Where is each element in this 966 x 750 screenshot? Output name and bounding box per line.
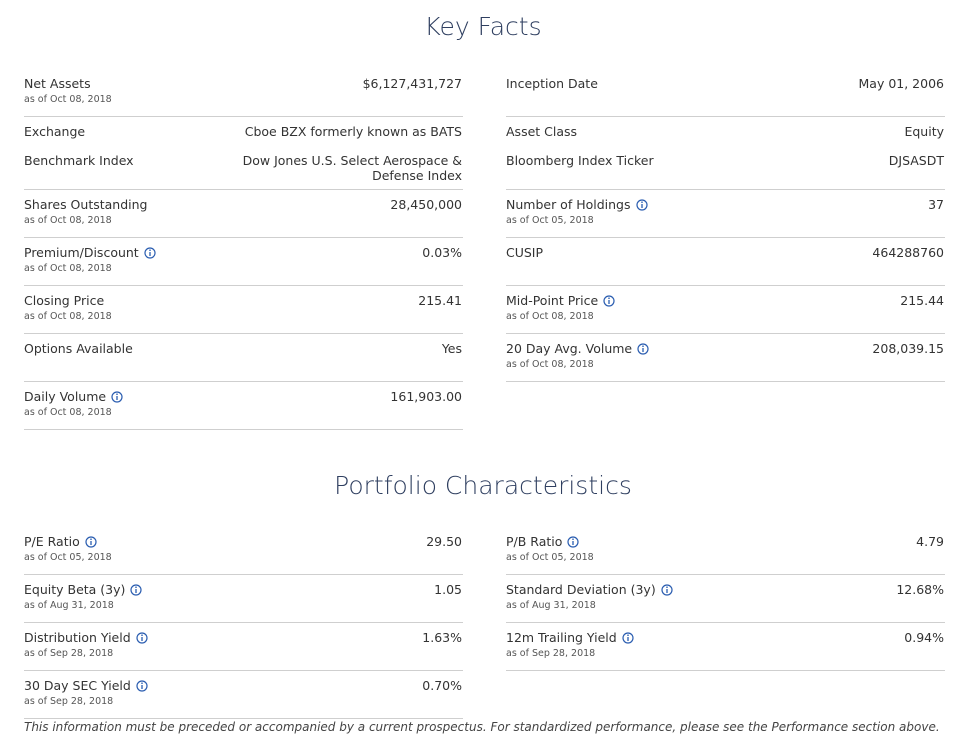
fact-value: 215.41 (418, 293, 462, 308)
fact-label: CUSIP (506, 245, 544, 260)
row-divider (24, 574, 463, 575)
as-of-date: as of Aug 31, 2018 (24, 600, 114, 611)
fact-label: Standard Deviation (3y) (506, 582, 673, 598)
info-icon[interactable] (635, 199, 648, 211)
row-divider (24, 622, 463, 623)
fact-value: 1.05 (434, 582, 462, 597)
fact-value: 1.63% (422, 630, 462, 645)
row-divider (24, 333, 463, 334)
row-divider (506, 333, 945, 334)
info-icon[interactable] (136, 632, 148, 644)
as-of-date: as of Oct 08, 2018 (506, 359, 594, 370)
row-divider (506, 670, 945, 671)
row-divider (506, 622, 945, 623)
row-divider (24, 189, 463, 190)
fact-value: Cboe BZX formerly known as BATS (244, 124, 462, 139)
as-of-date: as of Oct 05, 2018 (506, 552, 594, 563)
fact-value: 4.79 (916, 534, 944, 549)
row-divider (24, 670, 463, 671)
fact-label: Exchange (24, 124, 86, 139)
fact-label: Inception Date (506, 76, 598, 91)
fact-value: 208,039.15 (872, 341, 944, 356)
row-divider (24, 285, 463, 286)
fact-value: 28,450,000 (390, 197, 462, 212)
fact-label: 20 Day Avg. Volume (506, 341, 649, 357)
fact-label: Options Available (24, 341, 133, 356)
fact-label: Mid-Point Price (506, 293, 615, 309)
fact-label: Distribution Yield (24, 630, 148, 646)
fact-value: 0.03% (422, 245, 462, 260)
info-icon[interactable] (136, 680, 148, 692)
fact-label: P/E Ratio (24, 534, 97, 550)
row-divider (506, 116, 945, 117)
as-of-date: as of Oct 08, 2018 (24, 94, 112, 105)
as-of-date: as of Sep 28, 2018 (24, 648, 114, 659)
as-of-date: as of Oct 08, 2018 (24, 215, 112, 226)
fact-label: Equity Beta (3y) (24, 582, 143, 598)
fact-value: $6,127,431,727 (362, 76, 462, 91)
info-icon[interactable] (144, 247, 156, 259)
fact-label: 12m Trailing Yield (506, 630, 634, 646)
as-of-date: as of Sep 28, 2018 (506, 648, 596, 659)
fact-value: 29.50 (426, 534, 462, 549)
as-of-date: as of Oct 08, 2018 (24, 407, 112, 418)
fact-value: May 01, 2006 (858, 76, 944, 91)
as-of-date: as of Oct 08, 2018 (24, 311, 112, 322)
as-of-date: as of Sep 28, 2018 (24, 696, 114, 707)
fact-value: 464288760 (872, 245, 944, 260)
fact-label: P/B Ratio (506, 534, 579, 550)
info-icon[interactable] (130, 584, 143, 596)
info-icon[interactable] (661, 584, 673, 596)
fact-label: Net Assets (24, 76, 91, 91)
fact-value: 0.70% (422, 678, 462, 693)
section-title: Key Facts (424, 12, 542, 41)
info-icon[interactable] (85, 536, 97, 548)
row-divider (24, 429, 463, 430)
row-divider (24, 237, 463, 238)
fact-value: Dow Jones U.S. Select Aerospace & Defens… (242, 153, 462, 183)
as-of-date: as of Aug 31, 2018 (506, 600, 596, 611)
fact-value: Equity (904, 124, 944, 139)
fact-label: Benchmark Index (24, 153, 134, 168)
as-of-date: as of Oct 05, 2018 (506, 215, 594, 226)
fact-value: DJSASDT (888, 153, 944, 168)
fact-label: 30 Day SEC Yield (24, 678, 148, 694)
info-icon[interactable] (637, 343, 649, 355)
as-of-date: as of Oct 05, 2018 (24, 552, 112, 563)
fact-value: Yes (441, 341, 462, 356)
row-divider (506, 285, 945, 286)
row-divider (506, 381, 945, 382)
fact-value: 12.68% (896, 582, 944, 597)
as-of-date: as of Oct 08, 2018 (24, 263, 112, 274)
info-icon[interactable] (567, 536, 579, 548)
info-icon[interactable] (622, 632, 634, 644)
section-title: Portfolio Characteristics (334, 471, 632, 500)
row-divider (506, 574, 945, 575)
fact-value: 0.94% (904, 630, 944, 645)
info-icon[interactable] (111, 391, 123, 403)
as-of-date: as of Oct 08, 2018 (506, 311, 594, 322)
row-divider (506, 237, 945, 238)
fact-label: Bloomberg Index Ticker (506, 153, 654, 168)
row-divider (506, 189, 945, 190)
row-divider (24, 381, 463, 382)
info-icon[interactable] (603, 295, 615, 307)
fact-label: Daily Volume (24, 389, 123, 405)
fact-label: Asset Class (506, 124, 578, 139)
fact-value: 215.44 (900, 293, 944, 308)
fact-value: 37 (928, 197, 944, 212)
fact-label: Closing Price (24, 293, 105, 308)
fact-label: Shares Outstanding (24, 197, 148, 212)
row-divider (24, 718, 463, 719)
fact-value: 161,903.00 (390, 389, 462, 404)
footer-note: This information must be preceded or acc… (24, 720, 940, 734)
row-divider (24, 116, 463, 117)
fact-label: Premium/Discount (24, 245, 156, 261)
fact-label: Number of Holdings (506, 197, 648, 213)
